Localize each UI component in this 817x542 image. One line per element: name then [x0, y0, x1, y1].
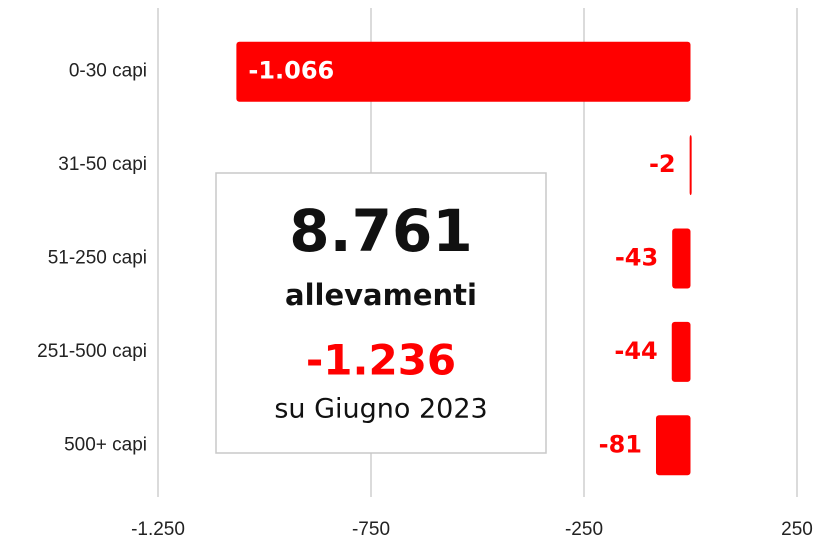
x-tick-label: -250: [565, 519, 603, 540]
data-label: -44: [614, 337, 657, 365]
bar: [689, 135, 692, 196]
annotation-unit: allevamenti: [285, 278, 477, 312]
bar: [671, 321, 691, 382]
x-tick-label: 250: [781, 519, 813, 540]
x-tick-label: -1.250: [131, 519, 185, 540]
annotation-box: [215, 172, 547, 454]
annotation-note: su Giugno 2023: [274, 394, 487, 425]
y-tick-label: 31-50 capi: [58, 154, 147, 175]
y-tick-label: 0-30 capi: [69, 61, 147, 82]
data-label: -81: [599, 430, 642, 458]
annotation-change: -1.236: [306, 336, 456, 385]
bar: [655, 415, 691, 476]
data-label: -2: [649, 150, 676, 178]
bar: [236, 41, 691, 102]
x-tick-label: -750: [352, 519, 390, 540]
data-label: -1.066: [248, 57, 334, 85]
y-tick-label: 251-500 capi: [37, 341, 147, 362]
annotation-total: 8.761: [289, 197, 472, 265]
y-tick-label: 51-250 capi: [48, 248, 147, 269]
data-label: -43: [615, 244, 658, 272]
y-tick-label: 500+ capi: [64, 434, 147, 455]
bar: [672, 228, 691, 289]
